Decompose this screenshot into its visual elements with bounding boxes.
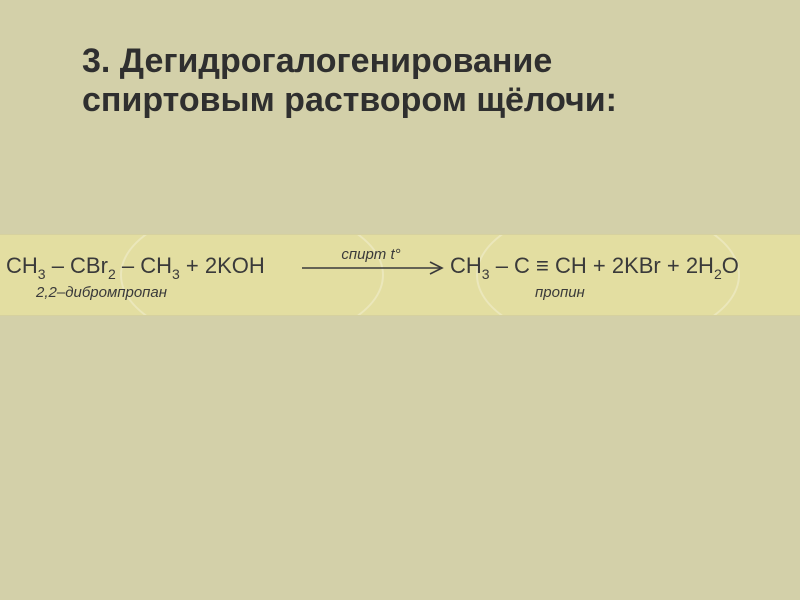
equation-band: CH3 – CBr2 – CH3 + 2KOH 2,2–дибромпропан… — [0, 234, 800, 316]
product-formula: CH3 – C ≡ CH + 2KBr + 2H2O — [450, 253, 739, 282]
reactant-label: 2,2–дибромпропан — [35, 284, 167, 301]
slide-title: 3. Дегидрогалогенирование спиртовым раст… — [82, 42, 720, 120]
equation-svg: CH3 – CBr2 – CH3 + 2KOH 2,2–дибромпропан… — [0, 235, 800, 315]
slide: 3. Дегидрогалогенирование спиртовым раст… — [0, 0, 800, 600]
product-label: пропин — [535, 284, 585, 301]
arrow-label: спирт t° — [341, 246, 400, 263]
reactant-formula: CH3 – CBr2 – CH3 + 2KOH — [6, 253, 265, 282]
